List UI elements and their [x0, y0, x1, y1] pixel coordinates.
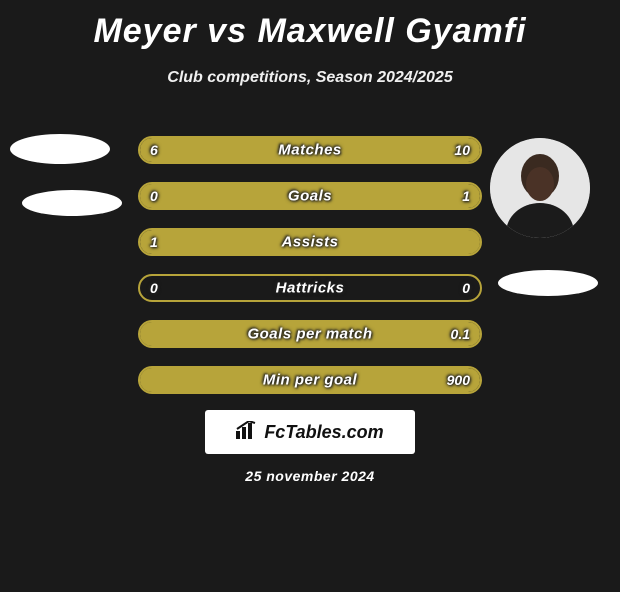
page-subtitle: Club competitions, Season 2024/2025 — [0, 69, 620, 87]
stat-value-right: 0 — [462, 280, 470, 296]
avatar-placeholder-left-2 — [22, 190, 122, 216]
stat-value-left: 1 — [150, 234, 158, 250]
stat-label: Goals per match — [247, 326, 372, 343]
footer-date: 25 november 2024 — [245, 468, 374, 484]
source-logo: FcTables.com — [205, 410, 415, 454]
stat-row: Goals per match 0.1 — [138, 320, 482, 348]
stat-label: Min per goal — [263, 372, 357, 389]
stat-row: Assists 1 — [138, 228, 482, 256]
stat-row: Goals 0 1 — [138, 182, 482, 210]
stat-row: Matches 6 10 — [138, 136, 482, 164]
stat-row: Min per goal 900 — [138, 366, 482, 394]
stat-value-right: 0.1 — [451, 326, 470, 342]
stat-value-left: 6 — [150, 142, 158, 158]
stat-fill-left — [140, 138, 269, 162]
stat-value-right: 900 — [447, 372, 470, 388]
stat-value-left: 0 — [150, 280, 158, 296]
stat-value-right: 1 — [462, 188, 470, 204]
stat-label: Assists — [282, 234, 339, 251]
avatar-placeholder-right-1 — [498, 270, 598, 296]
stat-label: Hattricks — [276, 280, 345, 297]
avatar-right — [490, 138, 590, 238]
person-icon — [490, 138, 590, 238]
stat-label: Matches — [278, 142, 342, 159]
page-title: Meyer vs Maxwell Gyamfi — [0, 12, 620, 51]
avatar-placeholder-left-1 — [10, 134, 110, 164]
stat-label: Goals — [288, 188, 332, 205]
source-logo-text: FcTables.com — [264, 422, 383, 443]
chart-icon — [236, 421, 258, 444]
stats-container: Matches610Goals01Assists1Hattricks00Goal… — [138, 136, 482, 412]
stat-row: Hattricks 0 0 — [138, 274, 482, 302]
stat-value-left: 0 — [150, 188, 158, 204]
stat-value-right: 10 — [454, 142, 470, 158]
